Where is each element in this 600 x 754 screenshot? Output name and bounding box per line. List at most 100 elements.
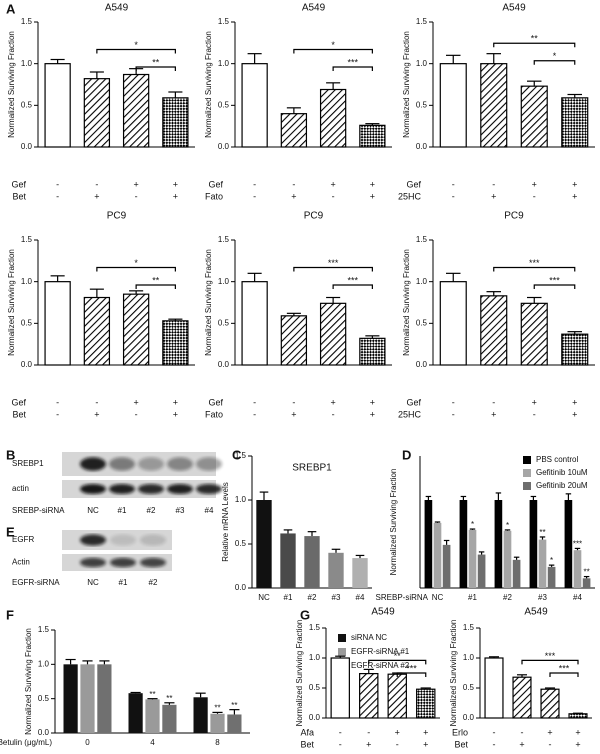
significance-label: *** (559, 663, 570, 673)
y-tick-label: 1.5 (235, 451, 247, 460)
condition-sign: - (396, 739, 399, 749)
condition-sign: + (330, 179, 335, 189)
bar (484, 657, 504, 719)
condition-sign: + (370, 191, 375, 201)
x-tick-label: NC (432, 593, 444, 602)
significance-label: *** (406, 663, 417, 673)
condition-name: Afa (300, 727, 314, 737)
significance-label: ** (152, 275, 160, 285)
condition-sign: - (56, 191, 59, 201)
significance-bracket (293, 48, 373, 54)
bar (227, 714, 242, 733)
legend-label: EGFR-siRNA #2 (351, 661, 410, 670)
condition-sign: - (521, 727, 524, 737)
bar (241, 63, 268, 148)
bar (122, 73, 150, 148)
bar (573, 550, 582, 588)
bar (416, 688, 436, 719)
y-tick-label: 1.0 (21, 277, 33, 286)
condition-name: Gef (406, 179, 421, 189)
bar (97, 664, 112, 733)
condition-name: Gef (11, 179, 26, 189)
blot-band (196, 457, 222, 471)
bar (280, 113, 308, 148)
y-axis-label: Normalized Surviving Fraction (204, 249, 213, 356)
y-tick-label: 0.5 (416, 318, 428, 327)
significance-label: *** (347, 57, 358, 67)
blot-band (140, 557, 166, 568)
x-tick-label: #2 (308, 593, 317, 602)
condition-name: 25HC (398, 191, 422, 201)
condition-sign: + (330, 397, 335, 407)
y-tick-label: 0.5 (235, 539, 247, 548)
condition-sign: + (519, 739, 524, 749)
y-tick-label: 1.5 (416, 235, 428, 244)
significance-label: * (134, 40, 138, 50)
condition-name: Gef (208, 397, 223, 407)
condition-sign: - (533, 191, 536, 201)
bar (424, 500, 433, 588)
x-tick-label: #4 (573, 593, 582, 602)
significance-bracket (293, 266, 373, 272)
y-tick-label: 1.5 (38, 625, 50, 634)
bar (352, 558, 368, 588)
y-tick-label: 0.5 (463, 683, 475, 692)
significance-label: *** (573, 540, 582, 549)
condition-sign: - (292, 179, 295, 189)
bar (359, 337, 386, 366)
chart-title: A549 (105, 3, 129, 14)
condition-sign: - (493, 739, 496, 749)
y-tick-label: 1.5 (218, 235, 230, 244)
significance-label: ** (166, 694, 172, 703)
y-tick-label: 1.0 (416, 59, 428, 68)
condition-name: Bet (12, 409, 26, 419)
bar (512, 559, 521, 588)
condition-sign: - (332, 191, 335, 201)
x-tick-label: 8 (215, 738, 220, 747)
chart-title: PC9 (304, 211, 324, 222)
significance-bracket (96, 266, 176, 272)
y-axis-label: Normalized Surviving Fraction (7, 249, 16, 356)
significance-label: *** (328, 258, 339, 268)
condition-sign: - (253, 179, 256, 189)
significance-label: ** (394, 651, 402, 661)
significance-label: *** (549, 275, 560, 285)
blot-lane-label: #3 (176, 506, 185, 515)
significance-label: * (506, 521, 509, 530)
y-tick-label: 1.5 (218, 17, 230, 26)
significance-label: *** (529, 258, 540, 268)
significance-label: * (134, 258, 138, 268)
condition-sign: + (491, 191, 496, 201)
legend-label: PBS control (536, 455, 578, 464)
condition-sign: + (575, 739, 580, 749)
legend-label: Gefitinib 10uM (536, 468, 588, 477)
condition-sign: - (95, 179, 98, 189)
bar (328, 552, 344, 588)
condition-sign: - (533, 409, 536, 419)
bar (280, 533, 296, 588)
y-tick-label: 1.5 (21, 17, 33, 26)
condition-sign: - (452, 191, 455, 201)
bar (359, 124, 386, 148)
blot-band (80, 557, 106, 568)
y-axis-label: Normalized Surviving Fraction (402, 31, 411, 138)
bar (162, 97, 189, 148)
panel-label: E (6, 524, 15, 539)
condition-sign: - (452, 397, 455, 407)
legend-swatch (523, 482, 531, 490)
bar (330, 657, 350, 719)
condition-sign: - (549, 739, 552, 749)
condition-sign: + (370, 409, 375, 419)
bar (193, 697, 208, 733)
bar (494, 500, 503, 588)
condition-sign: + (94, 191, 99, 201)
condition-sign: + (291, 409, 296, 419)
legend-swatch (523, 469, 531, 477)
significance-bracket (332, 66, 373, 71)
y-tick-label: 1.5 (21, 235, 33, 244)
significance-bracket (396, 672, 427, 677)
condition-name: Gef (208, 179, 223, 189)
significance-bracket (533, 284, 576, 289)
blot-lane-label: #1 (118, 506, 127, 515)
condition-sign: + (532, 397, 537, 407)
